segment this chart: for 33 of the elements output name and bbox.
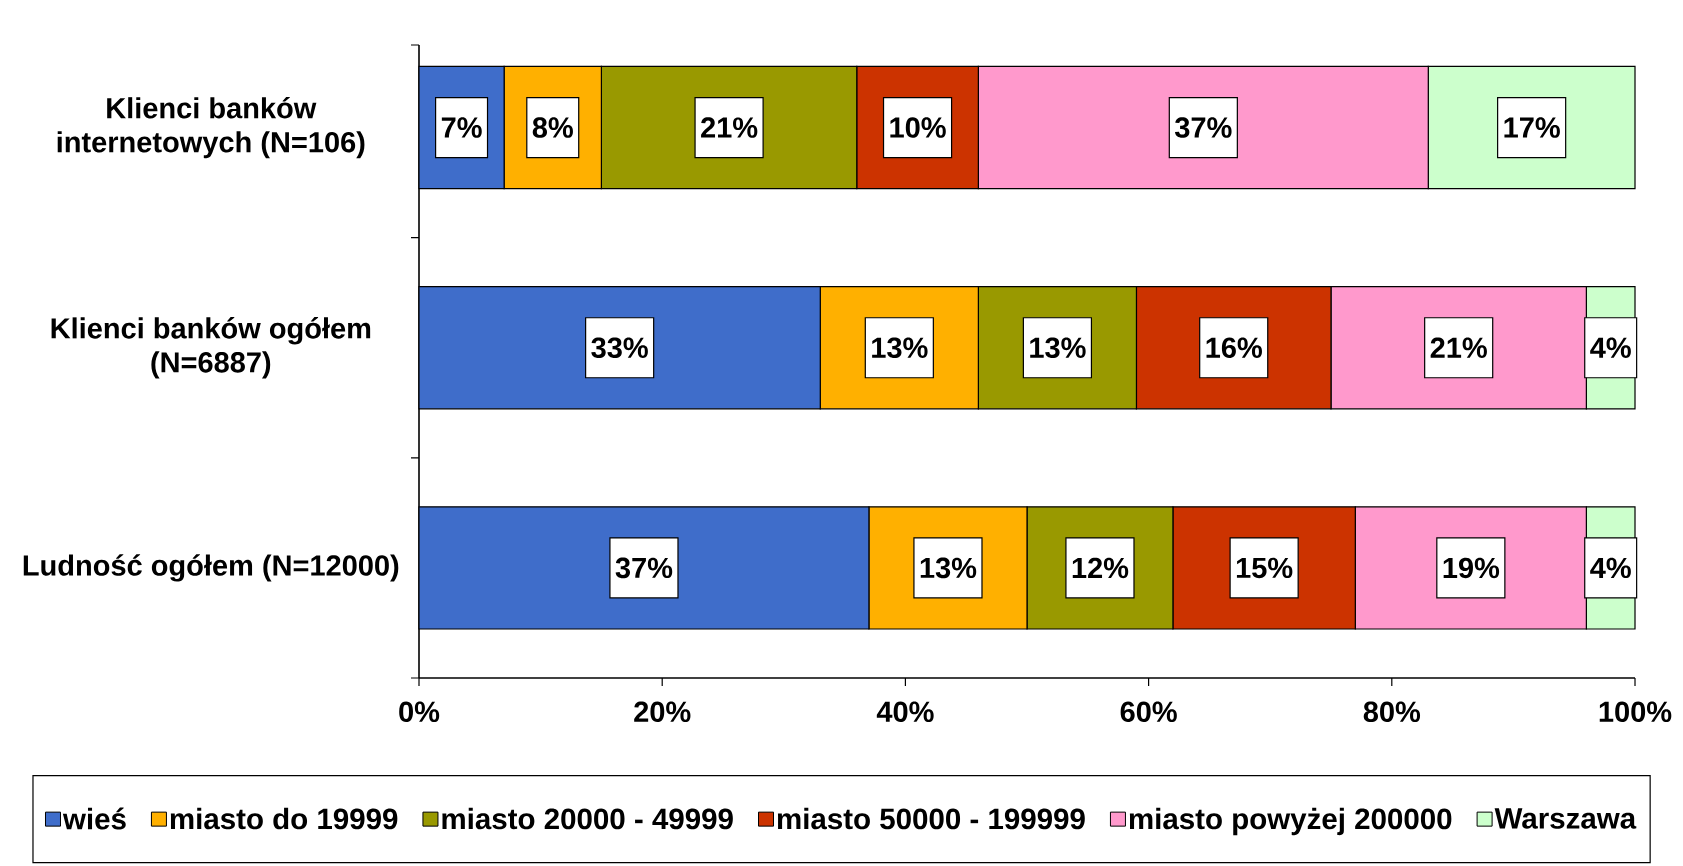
- data-label: 21%: [701, 117, 758, 138]
- y-tick-label: Klienci banków internetowych (N=106): [57, 96, 365, 159]
- data-label: 13%: [1030, 337, 1086, 359]
- data-label: 37%: [615, 557, 673, 579]
- data-label: 4%: [1590, 337, 1631, 358]
- legend-label: miasto 20000 - 49999: [442, 807, 733, 830]
- data-label: 37%: [1174, 117, 1232, 138]
- legend-label: miasto do 19999: [170, 807, 398, 830]
- data-label: 21%: [1430, 337, 1487, 358]
- data-label: 15%: [1236, 557, 1293, 579]
- x-tick-label: 20%: [634, 701, 691, 723]
- data-label: 33%: [591, 337, 648, 359]
- x-tick-label: 80%: [1363, 701, 1421, 723]
- legend-label: miasto powyżej 200000: [1129, 807, 1452, 836]
- data-label: 10%: [890, 117, 946, 138]
- x-tick-label: 0%: [399, 701, 440, 723]
- x-tick-label: 40%: [876, 701, 934, 723]
- data-label: 13%: [872, 337, 928, 359]
- legend-label: miasto 50000 - 199999: [777, 807, 1085, 830]
- legend-label: wieś: [62, 807, 126, 830]
- data-label: 8%: [532, 117, 573, 138]
- data-label: 13%: [920, 557, 977, 579]
- data-label: 19%: [1443, 557, 1500, 579]
- y-tick-label: Klienci banków ogółem (N=6887): [51, 317, 371, 379]
- legend-label: Warszawa: [1494, 808, 1637, 829]
- x-tick-label: 60%: [1120, 701, 1177, 723]
- data-label: 4%: [1590, 557, 1631, 579]
- y-tick-label: Ludność ogółem (N=12000): [23, 554, 399, 582]
- data-label: 7%: [441, 117, 482, 138]
- data-label: 12%: [1072, 557, 1129, 579]
- data-label: 17%: [1504, 117, 1560, 138]
- x-tick-label: 100%: [1599, 701, 1672, 723]
- data-label: 16%: [1206, 337, 1262, 358]
